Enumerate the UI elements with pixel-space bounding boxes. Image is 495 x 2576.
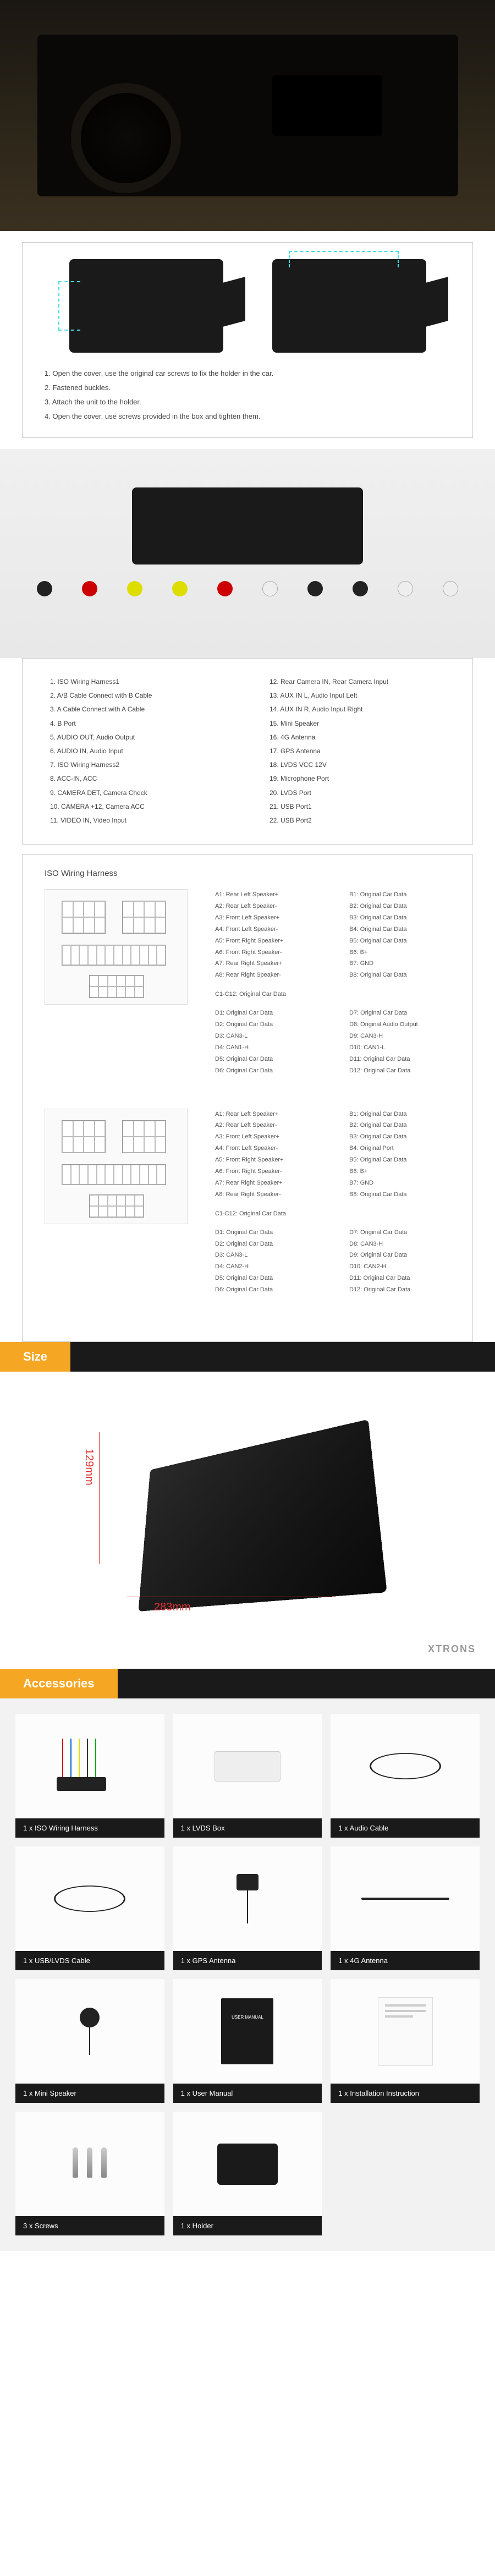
accessory-item: 1 x GPS Antenna: [173, 1846, 322, 1970]
accessory-label: 1 x Installation Instruction: [331, 2084, 480, 2103]
install-step: 1. Open the cover, use the original car …: [45, 366, 450, 381]
iso-block-2: A1: Rear Left Speaker+A2: Rear Left Spea…: [45, 1109, 450, 1306]
size-header: Size: [0, 1342, 495, 1372]
pin-labels: A1: Rear Left Speaker+A2: Rear Left Spea…: [215, 889, 450, 1086]
accessory-item: 1 x ISO Wiring Harness: [15, 1714, 164, 1838]
accessory-image: [173, 1714, 322, 1818]
accessory-image: [331, 1846, 480, 1951]
install-step: 4. Open the cover, use screws provided i…: [45, 409, 450, 424]
size-tab: Size: [0, 1342, 70, 1372]
accessory-image: [173, 2112, 322, 2216]
installation-diagram-box: 1. Open the cover, use the original car …: [22, 242, 473, 438]
accessory-image: [15, 1714, 164, 1818]
accessory-image: [331, 1714, 480, 1818]
dimension-line-vertical: [99, 1432, 100, 1564]
accessory-item: 1 x Mini Speaker: [15, 1979, 164, 2103]
car-dashboard: [37, 35, 458, 196]
install-steps-list: 1. Open the cover, use the original car …: [45, 366, 450, 424]
port-list-right: 12. Rear Camera IN, Rear Camera Input13.…: [270, 675, 445, 827]
pin-c-line: C1-C12: Original Car Data: [215, 991, 450, 997]
accessory-image: [173, 1846, 322, 1951]
wiring-photo: [0, 449, 495, 658]
connector-diagram: [45, 889, 188, 1005]
accessory-label: 1 x ISO Wiring Harness: [15, 1818, 164, 1838]
accessory-label: 3 x Screws: [15, 2216, 164, 2235]
accessory-image: USER MANUAL: [173, 1979, 322, 2084]
accessories-header: Accessories: [0, 1669, 495, 1698]
watermark: XTRONS: [428, 1643, 476, 1655]
accessory-image: [15, 1979, 164, 2084]
accessory-label: 1 x LVDS Box: [173, 1818, 322, 1838]
dashboard-hero: [0, 0, 495, 231]
accessory-item: 1 x USB/LVDS Cable: [15, 1846, 164, 1970]
accessory-label: 1 x User Manual: [173, 2084, 322, 2103]
accessory-item: 1 x Holder: [173, 2112, 322, 2235]
iso-block-1: A1: Rear Left Speaker+A2: Rear Left Spea…: [45, 889, 450, 1086]
dimension-height: 129mm: [82, 1449, 95, 1486]
accessory-label: 1 x GPS Antenna: [173, 1951, 322, 1970]
pin-labels: A1: Rear Left Speaker+A2: Rear Left Spea…: [215, 1109, 450, 1306]
accessory-item: 1 x Audio Cable: [331, 1714, 480, 1838]
install-unit-front: [69, 259, 223, 353]
accessory-item: 1 x 4G Antenna: [331, 1846, 480, 1970]
accessory-label: 1 x Mini Speaker: [15, 2084, 164, 2103]
install-step: 3. Attach the unit to the holder.: [45, 395, 450, 409]
accessory-image: [15, 2112, 164, 2216]
accessories-grid: 1 x ISO Wiring Harness 1 x LVDS Box 1 x Au…: [0, 1698, 495, 2251]
accessory-item: USER MANUAL1 x User Manual: [173, 1979, 322, 2103]
size-device-render: [138, 1419, 387, 1612]
accessory-item: 1 x Installation Instruction: [331, 1979, 480, 2103]
accessory-label: 1 x USB/LVDS Cable: [15, 1951, 164, 1970]
connector-diagram: [45, 1109, 188, 1224]
accessory-image: [15, 1846, 164, 1951]
cables-row: [0, 548, 495, 636]
install-unit-back: [272, 259, 426, 353]
iso-title: ISO Wiring Harness: [45, 869, 450, 878]
dimension-width: 283mm: [154, 1601, 191, 1614]
iso-wiring-section: ISO Wiring Harness A1: Rear Left Speak: [22, 854, 473, 1342]
accessory-label: 1 x Holder: [173, 2216, 322, 2235]
accessory-image: [331, 1979, 480, 2084]
port-list-box: 1. ISO Wiring Harness12. A/B Cable Conne…: [22, 658, 473, 845]
size-image: 129mm 283mm XTRONS: [0, 1372, 495, 1669]
accessory-label: 1 x 4G Antenna: [331, 1951, 480, 1970]
head-unit-in-dash: [272, 75, 382, 136]
install-step: 2. Fastened buckles.: [45, 381, 450, 395]
accessory-label: 1 x Audio Cable: [331, 1818, 480, 1838]
pin-c-line: C1-C12: Original Car Data: [215, 1210, 450, 1217]
accessory-item: 1 x LVDS Box: [173, 1714, 322, 1838]
accessories-tab: Accessories: [0, 1669, 118, 1698]
accessory-item: 3 x Screws: [15, 2112, 164, 2235]
port-list-left: 1. ISO Wiring Harness12. A/B Cable Conne…: [50, 675, 226, 827]
steering-wheel: [71, 83, 181, 193]
